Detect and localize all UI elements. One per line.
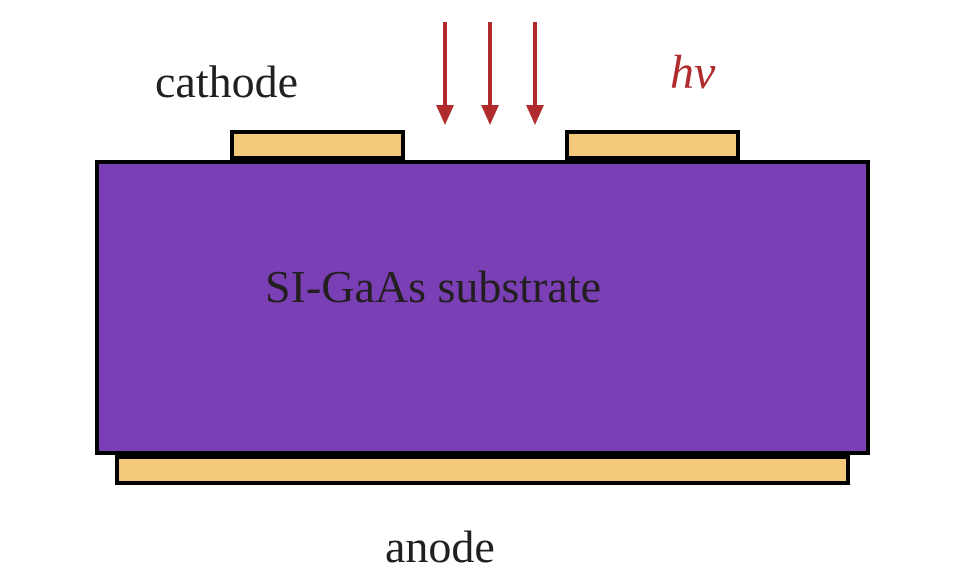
cathode-electrode-right [565,130,740,160]
anode-label: anode [385,520,495,573]
anode-electrode [115,455,850,485]
substrate-label: SI-GaAs substrate [265,260,601,313]
cathode-label: cathode [155,55,298,108]
diagram-canvas: cathode hv SI-GaAs substrate anode [0,0,969,583]
photon-arrow-1 [425,22,465,130]
photon-arrow-3 [515,22,555,130]
cathode-electrode-left [230,130,405,160]
photon-arrow-2 [470,22,510,130]
hv-label: hv [670,45,715,100]
